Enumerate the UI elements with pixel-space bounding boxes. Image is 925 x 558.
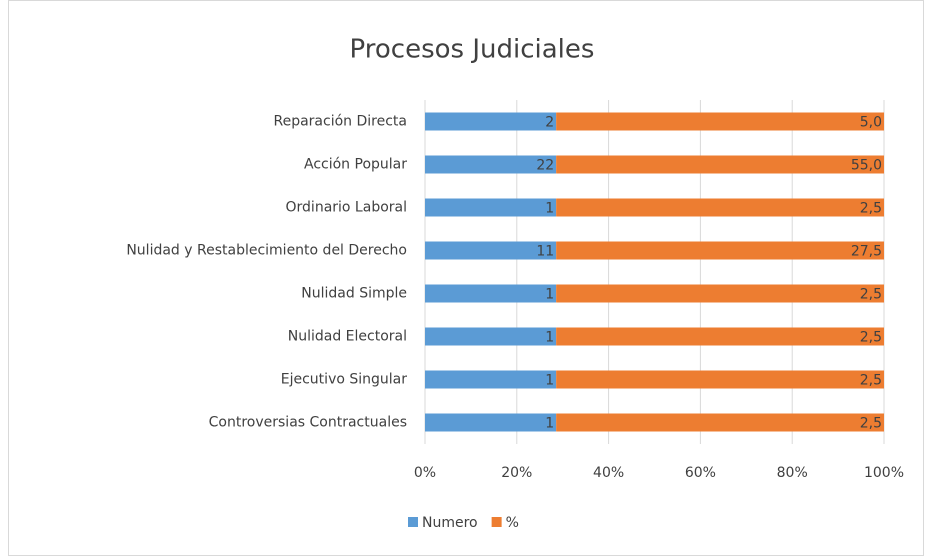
bar-segment [556, 284, 884, 303]
bar-segment [556, 327, 884, 346]
data-label: 1 [545, 373, 554, 389]
x-tick-label: 40% [593, 465, 624, 481]
y-tick-label: Nulidad y Restablecimiento del Derecho [126, 243, 407, 259]
x-tick-label: 80% [777, 465, 808, 481]
y-tick-label: Controversias Contractuales [209, 415, 407, 431]
bar-segment [425, 112, 557, 131]
data-label: 2,5 [860, 373, 882, 389]
x-tick-label: 60% [685, 465, 716, 481]
data-label: 1 [545, 287, 554, 303]
data-label: 2,5 [860, 287, 882, 303]
data-label: 2 [545, 115, 554, 131]
legend-swatch [408, 517, 418, 527]
bar-segment [425, 413, 557, 432]
y-tick-label: Nulidad Electoral [288, 329, 407, 345]
bar-segment [425, 155, 557, 174]
bar-segment [556, 413, 884, 432]
data-label: 2,5 [860, 201, 882, 217]
legend-label: % [506, 515, 519, 531]
y-tick-label: Reparación Directa [274, 114, 408, 130]
chart-title: Procesos Judiciales [350, 35, 595, 65]
bar-segment [556, 370, 884, 389]
data-label: 55,0 [851, 158, 882, 174]
bar-segment [425, 241, 557, 260]
bar-segment [556, 241, 884, 260]
y-tick-label: Nulidad Simple [301, 286, 407, 302]
bar-segment [556, 198, 884, 217]
chart-frame [8, 0, 924, 556]
data-label: 1 [545, 201, 554, 217]
bar-segment [425, 370, 557, 389]
legend-label: Numero [422, 515, 478, 531]
bar-segment [425, 327, 557, 346]
data-label: 22 [536, 158, 554, 174]
data-label: 1 [545, 416, 554, 432]
bar-segment [556, 155, 884, 174]
x-tick-label: 100% [864, 465, 904, 481]
x-tick-label: 20% [501, 465, 532, 481]
data-label: 27,5 [851, 244, 882, 260]
data-label: 5,0 [860, 115, 882, 131]
legend-swatch [491, 517, 502, 527]
data-label: 11 [536, 244, 554, 260]
data-label: 1 [545, 330, 554, 346]
data-label: 2,5 [860, 416, 882, 432]
data-label: 2,5 [860, 330, 882, 346]
y-tick-label: Acción Popular [304, 157, 407, 173]
bar-segment [425, 198, 557, 217]
y-tick-label: Ordinario Laboral [286, 200, 407, 216]
bar-segment [425, 284, 557, 303]
bar-segment [556, 112, 884, 131]
y-tick-label: Ejecutivo Singular [281, 372, 407, 388]
x-tick-label: 0% [414, 465, 436, 481]
